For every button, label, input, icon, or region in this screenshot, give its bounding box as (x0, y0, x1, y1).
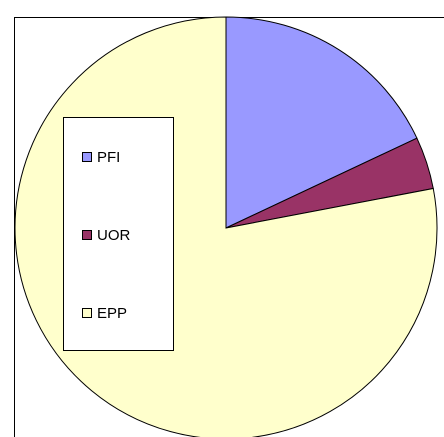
legend-swatch (82, 152, 92, 162)
legend-swatch (82, 230, 92, 240)
legend-swatch (82, 308, 92, 318)
legend: PFI UOR EPP (82, 149, 131, 322)
legend-box (63, 117, 174, 351)
pie-slice (225, 16, 418, 229)
legend-label: UOR (97, 227, 131, 244)
legend-label: PFI (97, 149, 120, 166)
legend-label: EPP (97, 305, 127, 322)
